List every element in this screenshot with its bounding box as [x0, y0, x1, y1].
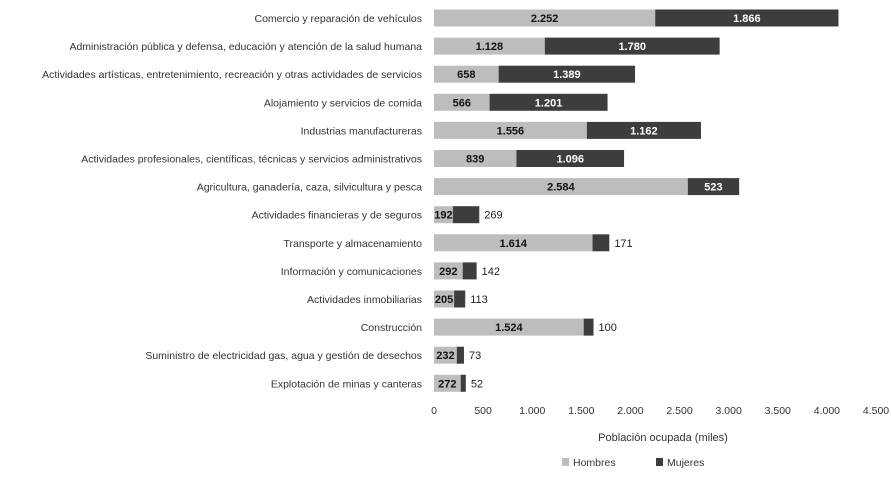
category-label: Construcción: [361, 322, 422, 334]
data-label-mujeres: 52: [471, 378, 483, 390]
bar-mujeres: [544, 37, 720, 55]
x-tick-label: 0: [431, 405, 437, 417]
bar-mujeres: [460, 374, 466, 392]
category-label: Actividades financieras y de seguros: [252, 210, 422, 222]
category-label: Información y comunicaciones: [281, 266, 422, 278]
category-label: Transporte y almacenamiento: [283, 238, 422, 250]
data-label-hombres: 2.252: [531, 13, 559, 25]
data-label-hombres: 192: [434, 210, 452, 222]
legend-swatch-hombres: [562, 458, 569, 466]
data-label-mujeres: 1.201: [535, 97, 563, 109]
data-label-hombres: 1.524: [495, 322, 523, 334]
bar-mujeres: [655, 9, 839, 27]
legend-swatch-mujeres: [656, 458, 663, 466]
bar-mujeres: [516, 150, 625, 167]
data-label-mujeres: 171: [614, 238, 632, 250]
bar-hombres: [434, 93, 490, 111]
bar-mujeres: [489, 93, 608, 111]
category-label: Agricultura, ganadería, caza, silvicultu…: [197, 182, 422, 194]
x-tick-label: 2.000: [617, 405, 643, 417]
data-label-hombres: 1.614: [499, 238, 527, 250]
category-label: Administración pública y defensa, educac…: [69, 41, 422, 53]
data-label-mujeres: 1.162: [630, 125, 658, 137]
bar-mujeres: [583, 318, 594, 336]
legend-label-mujeres: Mujeres: [667, 457, 704, 469]
bar-hombres: [434, 290, 455, 308]
bar-mujeres: [454, 290, 466, 308]
bar-hombres: [434, 318, 584, 336]
bar-hombres: [434, 374, 461, 392]
x-tick-label: 1.500: [568, 405, 594, 417]
data-label-mujeres: 523: [704, 182, 722, 194]
data-label-mujeres: 1.780: [618, 41, 646, 53]
bar-mujeres: [687, 178, 740, 196]
bar-hombres: [434, 262, 463, 280]
bar-mujeres: [452, 206, 480, 224]
category-label: Comercio y reparación de vehículos: [255, 13, 423, 25]
data-label-hombres: 1.128: [476, 41, 504, 53]
data-label-mujeres: 1.866: [733, 13, 761, 25]
category-label: Suministro de electricidad gas, agua y g…: [145, 350, 422, 362]
x-axis-title: Población ocupada (miles): [598, 432, 728, 444]
bar-hombres: [434, 346, 457, 364]
data-label-hombres: 566: [453, 97, 471, 109]
bar-hombres: [434, 37, 545, 55]
data-label-mujeres: 73: [469, 350, 481, 362]
x-tick-label: 3.500: [765, 405, 791, 417]
data-label-mujeres: 142: [482, 266, 500, 278]
x-tick-label: 2.500: [666, 405, 692, 417]
category-label: Actividades artísticas, entretenimiento,…: [42, 69, 422, 81]
data-label-hombres: 658: [457, 69, 475, 81]
bar-hombres: [434, 178, 688, 196]
data-label-hombres: 272: [438, 378, 456, 390]
x-tick-label: 4.000: [814, 405, 840, 417]
bar-mujeres: [586, 121, 701, 139]
data-label-hombres: 1.556: [497, 125, 525, 137]
data-label-mujeres: 113: [470, 294, 488, 306]
category-label: Actividades profesionales, científicas, …: [81, 154, 422, 166]
category-label: Alojamiento y servicios de comida: [264, 97, 422, 109]
bar-hombres: [434, 234, 593, 252]
data-label-hombres: 2.584: [547, 182, 575, 194]
bar-hombres: [434, 206, 453, 224]
data-label-mujeres: 269: [484, 210, 502, 222]
bar-hombres: [434, 65, 499, 83]
bar-mujeres: [456, 346, 464, 364]
x-tick-label: 1.000: [519, 405, 545, 417]
category-label: Industrias manufactureras: [301, 125, 422, 137]
data-label-mujeres: 1.096: [556, 154, 584, 166]
data-label-hombres: 292: [439, 266, 457, 278]
bar-hombres: [434, 9, 656, 27]
bar-mujeres: [592, 234, 610, 252]
x-tick-label: 3.000: [716, 405, 742, 417]
legend-label-hombres: Hombres: [573, 457, 616, 469]
category-label: Explotación de minas y canteras: [271, 378, 422, 390]
bar-mujeres: [462, 262, 477, 280]
data-label-hombres: 839: [466, 154, 484, 166]
data-label-mujeres: 1.389: [553, 69, 581, 81]
bar-hombres: [434, 150, 517, 167]
data-label-hombres: 232: [436, 350, 454, 362]
category-label: Actividades inmobiliarias: [307, 294, 422, 306]
data-label-mujeres: 100: [599, 322, 617, 334]
x-tick-label: 4.500: [863, 405, 889, 417]
data-label-hombres: 205: [435, 294, 453, 306]
x-tick-label: 500: [474, 405, 492, 417]
bar-mujeres: [498, 65, 636, 83]
bar-hombres: [434, 121, 587, 139]
